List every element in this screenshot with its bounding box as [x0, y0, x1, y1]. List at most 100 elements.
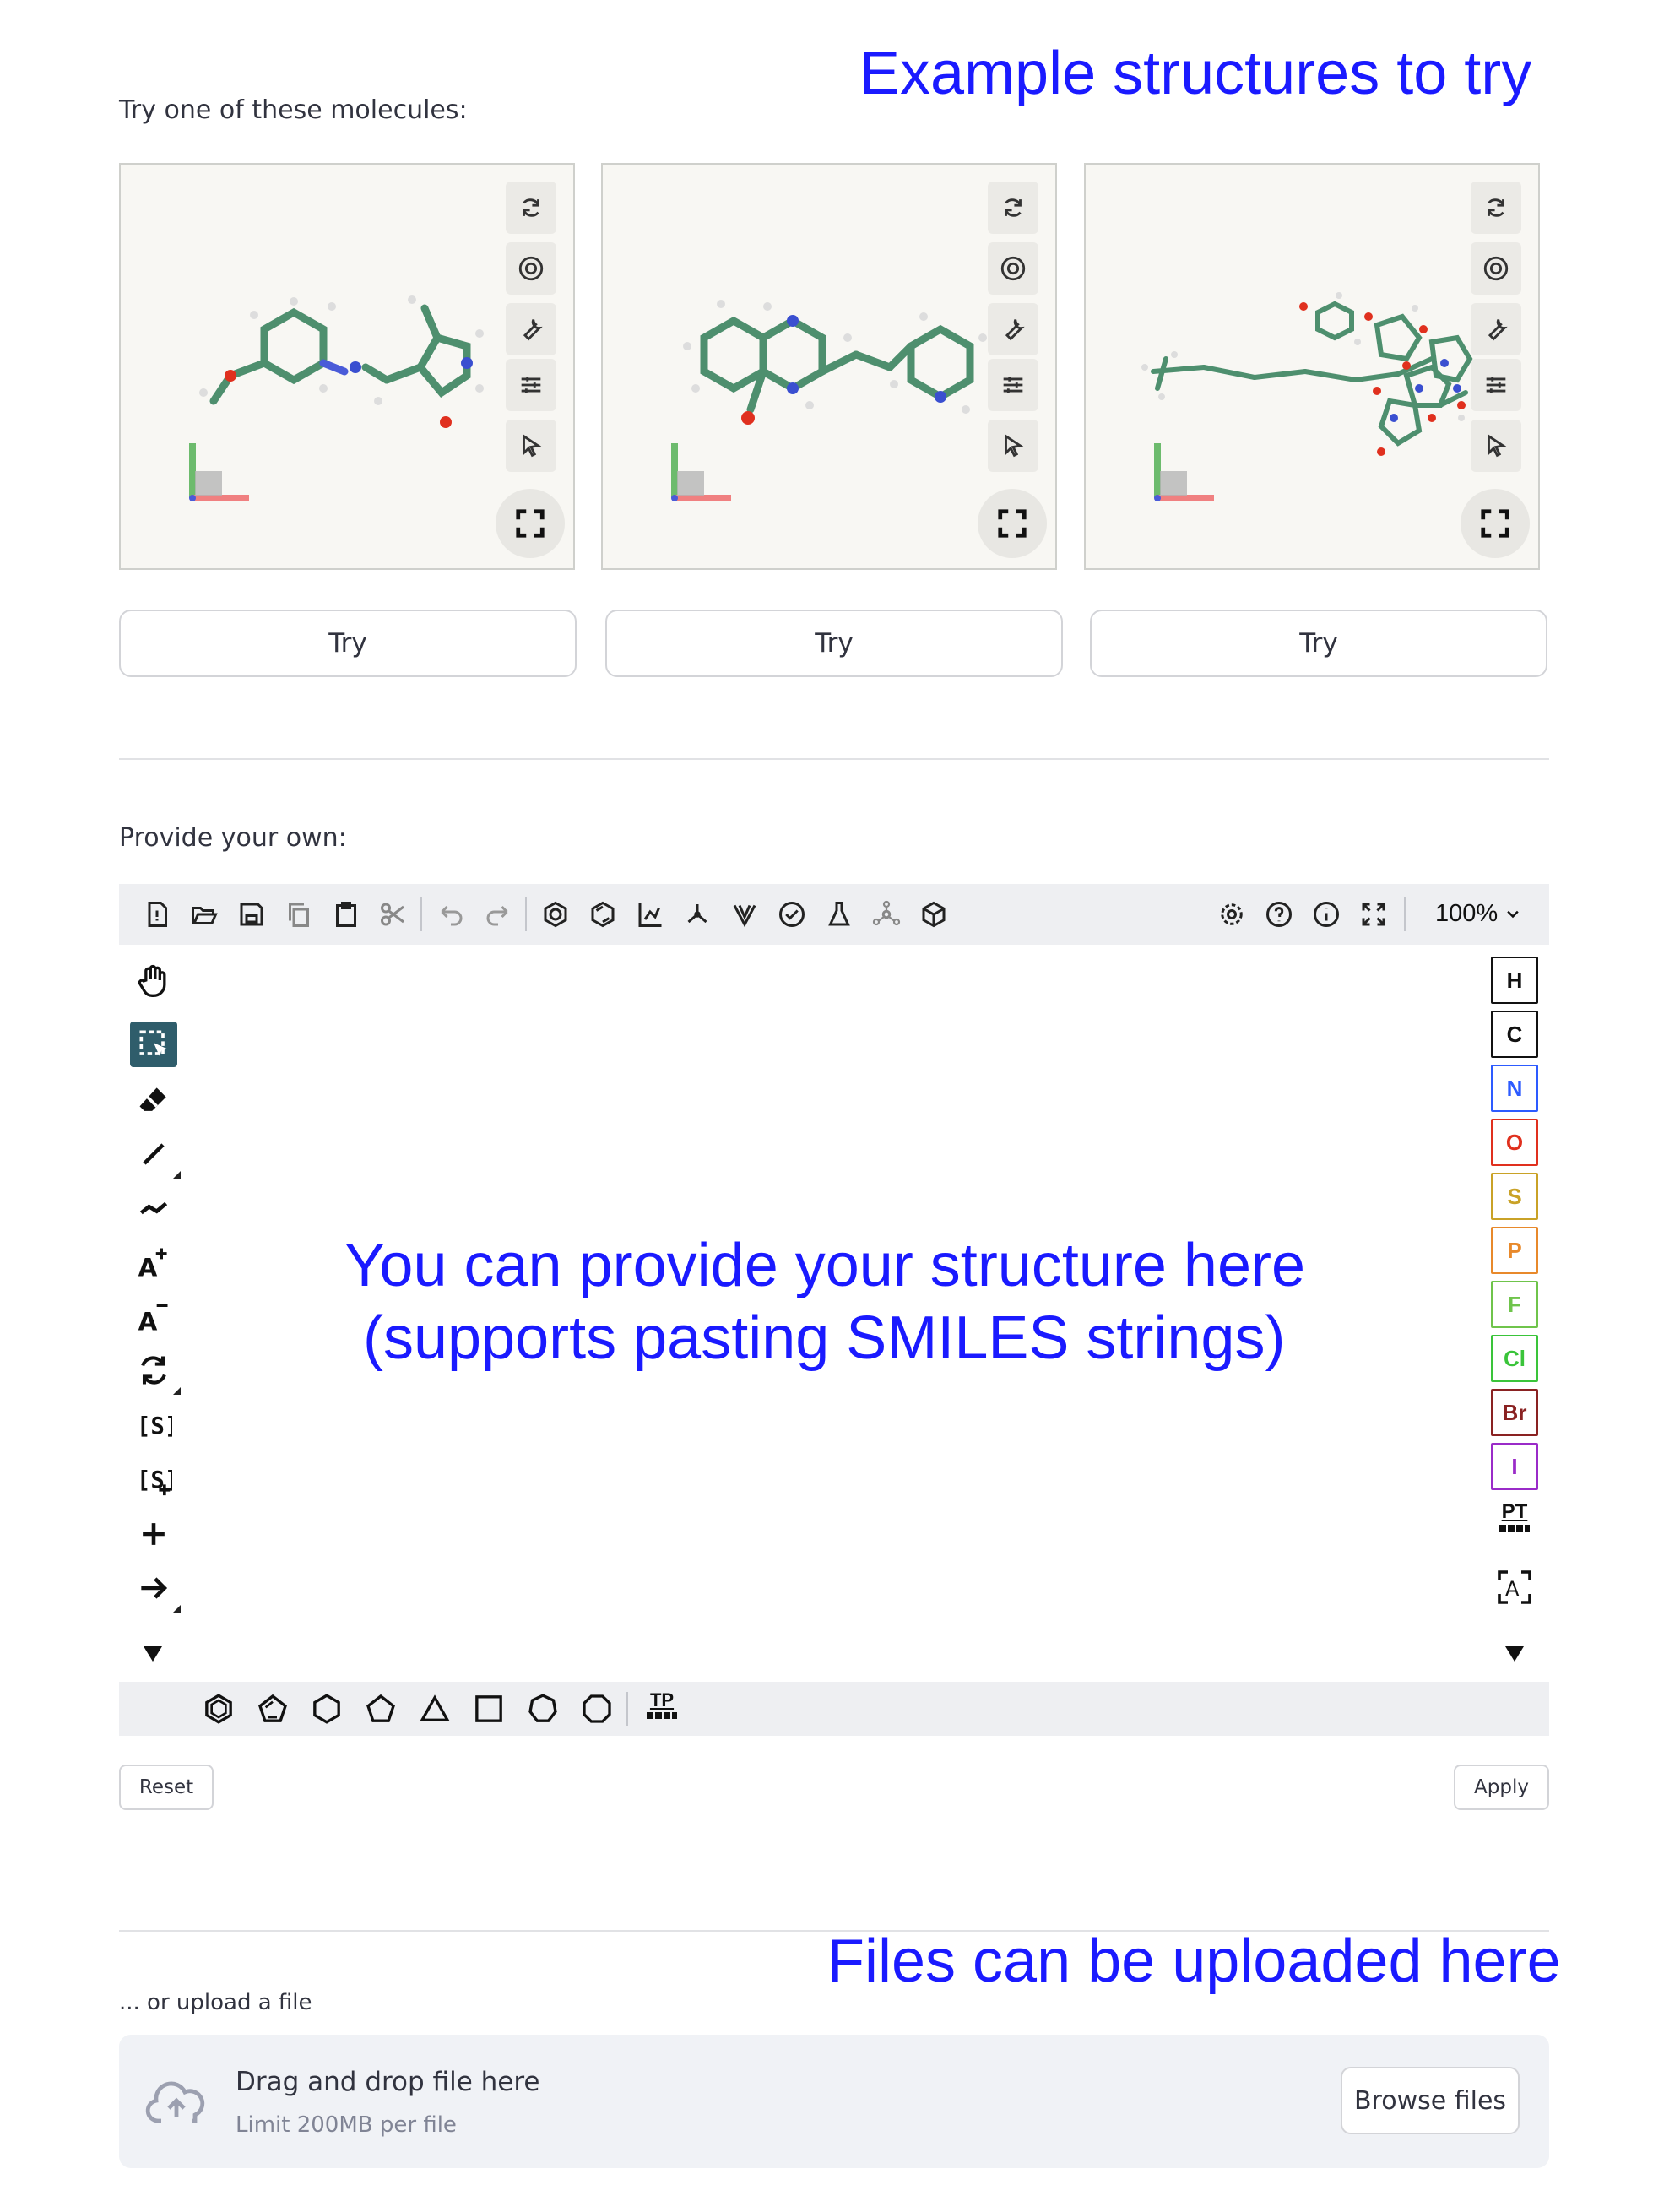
cycloheptane-template[interactable]	[521, 1687, 565, 1731]
undo-button[interactable]	[432, 896, 469, 933]
rgroup-tool[interactable]: [S]	[130, 1456, 177, 1501]
cycloheptane-icon	[528, 1694, 557, 1722]
try-button-2[interactable]: Try	[605, 610, 1063, 677]
tools-button[interactable]	[506, 303, 556, 355]
right-toolbar-more-icon[interactable]	[1505, 1646, 1524, 1662]
layout-button[interactable]	[631, 896, 669, 933]
file-dropzone[interactable]: Drag and drop file here Limit 200MB per …	[119, 2035, 1549, 2168]
tools-button[interactable]	[988, 303, 1038, 355]
tools-button[interactable]	[1471, 303, 1521, 355]
fullscreen-button[interactable]	[978, 489, 1047, 558]
charge-plus-tool[interactable]: A	[130, 1239, 177, 1285]
snapshot-button[interactable]	[988, 242, 1038, 295]
fullscreen-button[interactable]	[1461, 489, 1530, 558]
atom-br-button[interactable]: Br	[1491, 1389, 1538, 1436]
toolbar-separator	[525, 897, 527, 931]
try-button-3[interactable]: Try	[1090, 610, 1547, 677]
editor-top-toolbar	[119, 884, 1549, 945]
erase-tool[interactable]	[130, 1077, 177, 1123]
rotate-tool[interactable]	[130, 1347, 181, 1395]
help-button[interactable]	[1260, 896, 1298, 933]
new-file-icon	[148, 902, 167, 927]
explicit-hydrogens-button[interactable]	[868, 896, 905, 933]
cyclobutane-icon	[475, 1695, 502, 1722]
rotate-icon	[1488, 198, 1504, 217]
copy-button[interactable]	[280, 896, 317, 933]
sgroup-tool[interactable]: [S]	[130, 1401, 177, 1447]
atom-cl-button[interactable]: Cl	[1491, 1335, 1538, 1382]
about-button[interactable]	[1308, 896, 1345, 933]
annotation-editor-line1: You can provide your structure here	[344, 1232, 1306, 1299]
cyclobutane-template[interactable]	[467, 1687, 511, 1731]
3d-viewer-button[interactable]	[915, 896, 952, 933]
left-toolbar-more-icon[interactable]	[144, 1646, 162, 1662]
cyclopentane-template[interactable]	[359, 1687, 403, 1731]
save-button[interactable]	[233, 896, 270, 933]
cut-button[interactable]	[375, 896, 412, 933]
new-file-button[interactable]	[138, 896, 176, 933]
snapshot-button[interactable]	[1471, 242, 1521, 295]
molecule-viewer-3[interactable]	[1084, 163, 1540, 570]
cyclopropane-template[interactable]	[413, 1687, 457, 1731]
copy-icon	[289, 903, 309, 927]
info-icon	[1314, 902, 1339, 927]
template-library-button[interactable]: TP	[641, 1690, 683, 1729]
reaction-arrow-tool[interactable]	[130, 1565, 181, 1613]
rotate-button[interactable]	[1471, 182, 1521, 234]
charge-minus-tool[interactable]: A	[130, 1293, 177, 1339]
molecule-render	[671, 300, 987, 501]
calculate-button[interactable]	[821, 896, 858, 933]
paste-button[interactable]	[328, 896, 365, 933]
apply-button[interactable]: Apply	[1454, 1765, 1549, 1810]
browse-files-button[interactable]: Browse files	[1341, 2067, 1520, 2134]
atom-i-button[interactable]: I	[1491, 1443, 1538, 1490]
atom-p-button[interactable]: P	[1491, 1227, 1538, 1274]
fullscreen-button[interactable]	[1355, 896, 1392, 933]
examples-heading: Try one of these molecules:	[119, 95, 468, 125]
selection-icon	[139, 1030, 168, 1057]
molecule-viewer-2[interactable]	[601, 163, 1057, 570]
cyclohexane-template[interactable]	[305, 1687, 349, 1731]
clean-button[interactable]	[679, 896, 716, 933]
extended-atom-button[interactable]: A	[1491, 1564, 1538, 1611]
atom-o-button[interactable]: O	[1491, 1119, 1538, 1166]
snapshot-button[interactable]	[506, 242, 556, 295]
settings-button[interactable]	[1471, 359, 1521, 411]
periodic-table-button[interactable]: PT	[1486, 1501, 1543, 1542]
hand-tool[interactable]	[130, 957, 177, 1003]
atom-c-button[interactable]: C	[1491, 1011, 1538, 1058]
select-button[interactable]	[1471, 420, 1521, 472]
reset-button[interactable]: Reset	[119, 1765, 214, 1810]
try-button-1[interactable]: Try	[119, 610, 577, 677]
settings-button[interactable]	[506, 359, 556, 411]
flask-icon	[828, 902, 850, 926]
zoom-select[interactable]: 100%	[1435, 900, 1521, 928]
atom-s-button[interactable]: S	[1491, 1173, 1538, 1220]
settings-button[interactable]	[1213, 896, 1250, 933]
folder-open-icon	[192, 907, 218, 924]
open-button[interactable]	[186, 896, 223, 933]
stereo-button[interactable]	[726, 896, 763, 933]
cyclopentadiene-template[interactable]	[251, 1687, 295, 1731]
molecule-viewer-1[interactable]	[119, 163, 575, 570]
atom-n-button[interactable]: N	[1491, 1065, 1538, 1112]
select-button[interactable]	[988, 420, 1038, 472]
rotate-button[interactable]	[988, 182, 1038, 234]
redo-button[interactable]	[480, 896, 517, 933]
dearomatize-button[interactable]	[584, 896, 621, 933]
bond-tool[interactable]	[130, 1131, 181, 1179]
rotate-button[interactable]	[506, 182, 556, 234]
atom-f-button[interactable]: F	[1491, 1281, 1538, 1328]
select-tool[interactable]	[130, 1022, 177, 1067]
select-button[interactable]	[506, 420, 556, 472]
settings-button[interactable]	[988, 359, 1038, 411]
check-button[interactable]	[773, 896, 810, 933]
toolbar-separator	[420, 897, 422, 931]
benzene-template[interactable]	[197, 1687, 241, 1731]
reaction-plus-tool[interactable]	[130, 1511, 177, 1557]
atom-h-button[interactable]: H	[1491, 957, 1538, 1004]
aromatize-button[interactable]	[537, 896, 574, 933]
cyclooctane-template[interactable]	[575, 1687, 619, 1731]
fullscreen-button[interactable]	[496, 489, 565, 558]
chain-tool[interactable]	[130, 1185, 177, 1231]
